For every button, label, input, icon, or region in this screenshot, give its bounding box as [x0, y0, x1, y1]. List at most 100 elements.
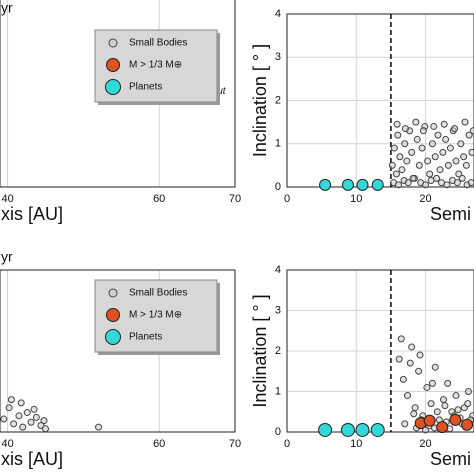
- point: [23, 409, 31, 417]
- point: [403, 157, 411, 165]
- x-tick-label: 20: [419, 438, 431, 450]
- legend-label: Small Bodies: [129, 288, 187, 299]
- y-axis-label: Inclination [ ° ]: [250, 294, 270, 407]
- point: [462, 161, 470, 169]
- legend-label: Planets: [129, 332, 162, 343]
- point: [401, 125, 409, 133]
- x-tick-label: 40: [1, 438, 13, 450]
- point: [27, 418, 35, 426]
- point: [467, 179, 474, 187]
- y-tick-label: 4: [275, 264, 281, 276]
- point: [453, 179, 461, 187]
- y-tick-label: 3: [275, 51, 281, 63]
- point: [423, 414, 436, 427]
- point: [452, 392, 460, 400]
- point: [464, 388, 472, 395]
- point: [415, 367, 423, 375]
- axes-frame: [0, 0, 236, 188]
- x-axis-label: xis [AU]: [1, 204, 63, 224]
- point: [401, 420, 409, 428]
- point: [371, 178, 384, 191]
- x-axis-label: Semi: [430, 204, 471, 224]
- point: [413, 135, 421, 143]
- point: [431, 363, 439, 371]
- point: [390, 144, 398, 152]
- point: [464, 400, 472, 408]
- point: [440, 120, 448, 128]
- x-tick-label: 70: [229, 193, 241, 205]
- x-tick-label: 0: [284, 438, 290, 450]
- point: [434, 131, 442, 139]
- point: [397, 335, 405, 343]
- point: [423, 383, 431, 391]
- point: [401, 140, 409, 148]
- point: [41, 425, 49, 433]
- point: [341, 178, 354, 191]
- point: [440, 396, 448, 404]
- y-tick-label: 3: [275, 304, 281, 316]
- point: [19, 423, 27, 431]
- point: [428, 379, 436, 387]
- point: [452, 157, 460, 165]
- point: [460, 153, 468, 161]
- point: [433, 174, 441, 182]
- point: [446, 144, 454, 152]
- point: [32, 413, 40, 421]
- point: [394, 131, 402, 139]
- point: [422, 181, 430, 189]
- x-tick-label: 20: [419, 193, 431, 205]
- legend-label: Small Bodies: [129, 38, 187, 49]
- legend-marker: [106, 308, 120, 322]
- panel: 0 10 20 0 1 2 3 4 Semi Inclination [ ° ]: [250, 264, 474, 469]
- point: [443, 181, 451, 189]
- y-tick-label: 4: [275, 8, 281, 20]
- point: [395, 355, 403, 363]
- y-tick-label: 1: [275, 385, 281, 397]
- point: [418, 144, 426, 152]
- y-tick-label: 0: [275, 181, 281, 193]
- point: [406, 359, 414, 367]
- point: [404, 392, 412, 400]
- point: [398, 166, 406, 174]
- point: [461, 418, 474, 431]
- panel-title: yr: [1, 0, 13, 16]
- point: [433, 408, 441, 416]
- point: [461, 118, 469, 126]
- legend-marker: [106, 58, 120, 72]
- point: [404, 179, 412, 187]
- panel-title: yr: [1, 249, 13, 265]
- point: [410, 410, 418, 418]
- x-tick-label: 70: [229, 438, 241, 450]
- x-tick-label: 60: [153, 438, 165, 450]
- point: [454, 406, 462, 414]
- point: [469, 127, 474, 135]
- point: [431, 153, 439, 161]
- point: [396, 153, 404, 161]
- point: [319, 178, 332, 191]
- point: [5, 404, 13, 412]
- point: [416, 351, 424, 359]
- point: [458, 174, 466, 182]
- legend-label: M > 1/3 M⊕: [129, 310, 182, 321]
- point: [412, 118, 420, 126]
- point: [399, 375, 407, 383]
- point: [395, 181, 403, 189]
- y-tick-label: 0: [275, 426, 281, 438]
- x-tick-label: 10: [350, 193, 362, 205]
- x-axis-label: Semi: [430, 449, 471, 469]
- legend-label: M > 1/3 M⊕: [129, 60, 182, 71]
- point: [411, 404, 419, 412]
- legend-marker: [105, 329, 121, 345]
- point: [442, 135, 450, 143]
- legend-marker: [105, 79, 121, 95]
- point: [444, 161, 452, 169]
- point: [439, 148, 447, 156]
- point: [0, 415, 8, 423]
- point: [356, 178, 369, 191]
- point: [449, 413, 462, 426]
- point: [408, 343, 416, 351]
- x-tick-label: 10: [350, 438, 362, 450]
- legend-marker: [108, 288, 118, 298]
- legend-marker: [108, 38, 118, 48]
